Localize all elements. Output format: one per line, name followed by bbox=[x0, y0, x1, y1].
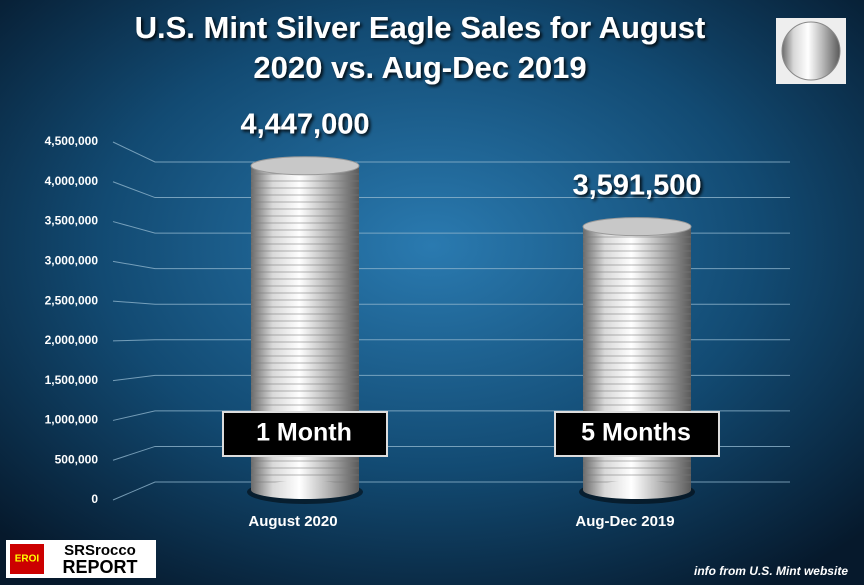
y-tick-label: 2,000,000 bbox=[45, 333, 99, 347]
y-tick-label: 4,000,000 bbox=[45, 174, 99, 188]
coin-icon bbox=[776, 18, 846, 84]
y-tick-label: 3,500,000 bbox=[45, 214, 99, 228]
grid-line bbox=[112, 221, 790, 234]
source: info from U.S. Mint website bbox=[694, 564, 848, 578]
bar-bottom bbox=[583, 481, 691, 499]
grid-line bbox=[112, 410, 790, 421]
y-tick-label: 1,000,000 bbox=[45, 413, 99, 427]
y-tick-label: 0 bbox=[91, 492, 98, 506]
grid-line bbox=[112, 181, 790, 199]
annotation-box bbox=[222, 411, 388, 457]
y-tick-label: 500,000 bbox=[55, 452, 99, 466]
grid-line bbox=[112, 260, 790, 270]
chart-title: 2020 vs. Aug-Dec 2019 bbox=[253, 50, 586, 85]
plot: 0 500,000 1,000,000 1,500,000 2,000,000 2,500… bbox=[45, 108, 790, 530]
x-tick-label: August 2020 bbox=[248, 513, 337, 530]
logo-badge-bg bbox=[10, 544, 44, 574]
y-tick-label: 1,500,000 bbox=[45, 373, 99, 387]
x-tick-label: Aug-Dec 2019 bbox=[575, 513, 674, 530]
logo-badge: EROI bbox=[15, 554, 40, 565]
grid-line bbox=[112, 141, 790, 163]
annotation-box bbox=[554, 411, 720, 457]
grid-line bbox=[112, 339, 790, 342]
logo: EROI SRSrocco REPORT bbox=[6, 540, 156, 578]
annotation: 1 Month bbox=[256, 419, 352, 447]
logo-line: REPORT bbox=[62, 557, 137, 577]
y-tick-label: 3,000,000 bbox=[45, 254, 99, 268]
bar-bottom bbox=[251, 481, 359, 499]
y-tick-label: 4,500,000 bbox=[45, 134, 99, 148]
annotation: 5 Months bbox=[581, 419, 691, 447]
bar-top bbox=[250, 156, 360, 176]
logo-line: SRSrocco bbox=[64, 542, 136, 559]
bar-top bbox=[582, 217, 692, 237]
y-tick-label: 2,500,000 bbox=[45, 293, 99, 307]
value-label: 3,591,500 bbox=[572, 169, 701, 201]
grid-line bbox=[112, 374, 790, 382]
grid-line bbox=[112, 481, 790, 501]
grid-line bbox=[112, 300, 790, 305]
chart-title: U.S. Mint Silver Eagle Sales for August bbox=[135, 10, 706, 45]
coin bbox=[781, 21, 841, 81]
value-label: 4,447,000 bbox=[240, 108, 369, 140]
